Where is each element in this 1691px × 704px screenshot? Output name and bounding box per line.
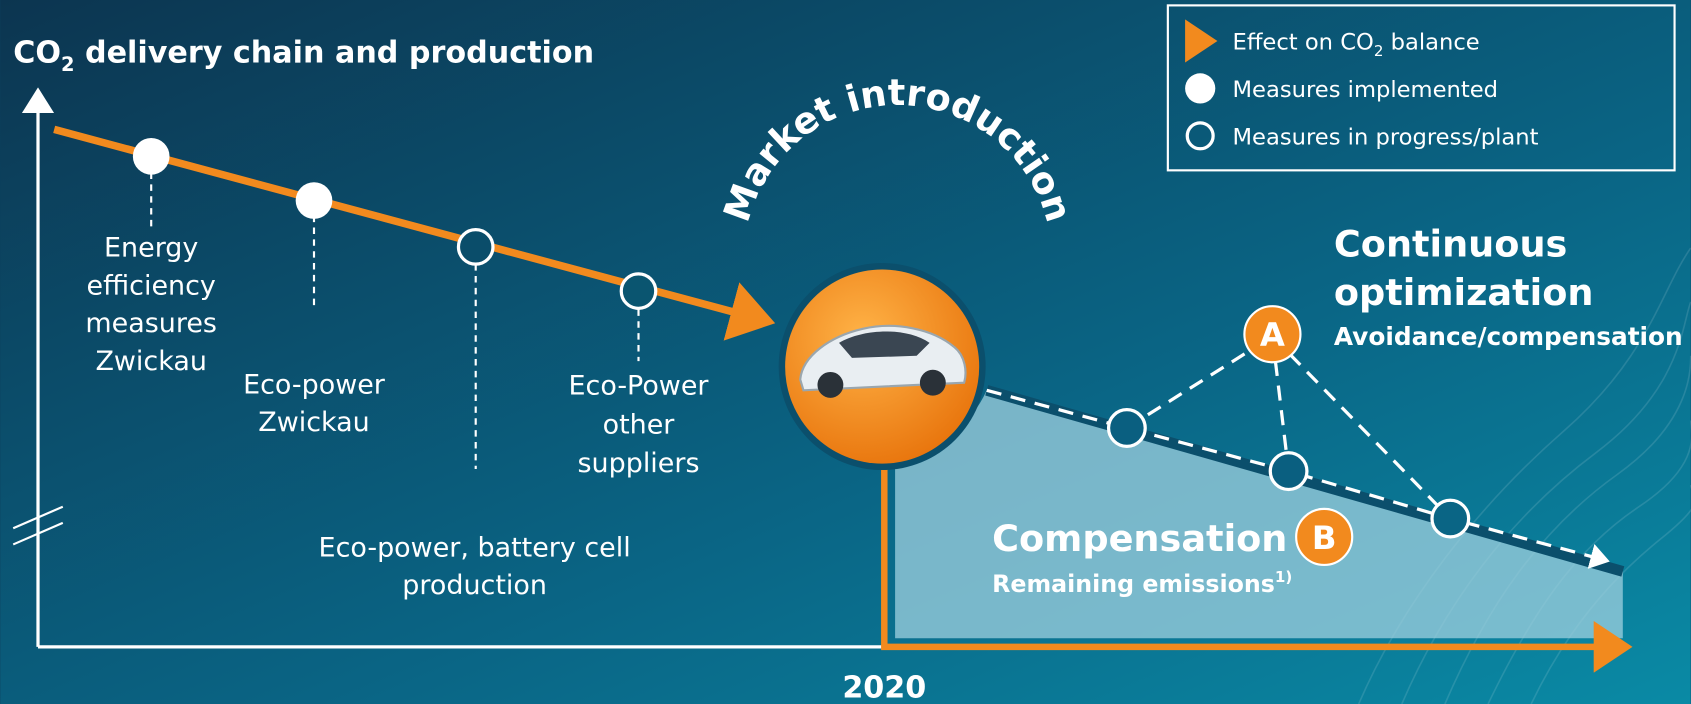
optimization-title: Continuous: [1334, 223, 1567, 266]
measure-in-progress: [1270, 453, 1307, 490]
measure-implemented: [133, 138, 170, 175]
measure-implemented: [296, 182, 333, 219]
measure-in-progress: [621, 274, 655, 308]
optimization-title: optimization: [1334, 271, 1594, 314]
compensation-title: Compensation: [992, 517, 1287, 560]
measure-label: Zwickau: [95, 346, 207, 377]
compensation-subtitle: Remaining emissions1): [992, 568, 1292, 598]
measure-label: production: [402, 570, 547, 601]
legend-label: Measures implemented: [1233, 77, 1498, 103]
measure-in-progress: [1109, 410, 1146, 447]
measure-label: other: [603, 409, 676, 440]
optimization-subtitle: Avoidance/compensation: [1334, 322, 1683, 351]
marker-b-label: B: [1312, 519, 1337, 557]
measure-label: efficiency: [87, 270, 216, 301]
measure-label: Eco-Power: [569, 371, 710, 402]
measure-label: Energy: [104, 233, 198, 264]
measure-label: suppliers: [578, 448, 700, 479]
measure-label: Eco-power: [243, 370, 386, 401]
measure-label: Eco-power, battery cell: [319, 532, 631, 563]
diagram: CO2 delivery chain and production Energy…: [0, 0, 1691, 704]
title: CO2 delivery chain and production: [13, 36, 594, 77]
legend-filled-dot: [1185, 73, 1215, 103]
legend-label: Effect on CO2 balance: [1233, 30, 1480, 60]
measure-label: measures: [85, 308, 217, 339]
measure-label: Zwickau: [258, 407, 370, 438]
year-label: 2020: [842, 671, 926, 704]
measure-in-progress: [1432, 500, 1469, 537]
legend-label: Measures in progress/plant: [1233, 124, 1539, 150]
measure-in-progress: [458, 230, 492, 264]
marker-a-label: A: [1260, 316, 1285, 354]
